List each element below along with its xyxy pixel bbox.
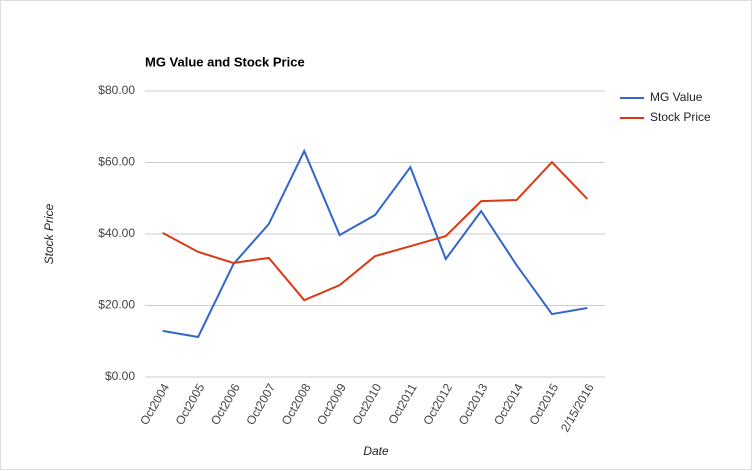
y-tick-label: $40.00 [98, 226, 135, 240]
y-tick-label: $0.00 [105, 369, 135, 383]
legend-label: MG Value [650, 90, 703, 104]
y-axis-label: Stock Price [42, 203, 56, 264]
y-tick-label: $20.00 [98, 298, 135, 312]
legend-label: Stock Price [650, 110, 711, 124]
y-tick-label: $80.00 [98, 83, 135, 97]
line-series [162, 148, 588, 339]
line-series [162, 160, 589, 302]
y-tick-label: $60.00 [98, 155, 135, 169]
x-axis-label: Date [363, 444, 389, 458]
chart-title: MG Value and Stock Price [145, 54, 305, 69]
